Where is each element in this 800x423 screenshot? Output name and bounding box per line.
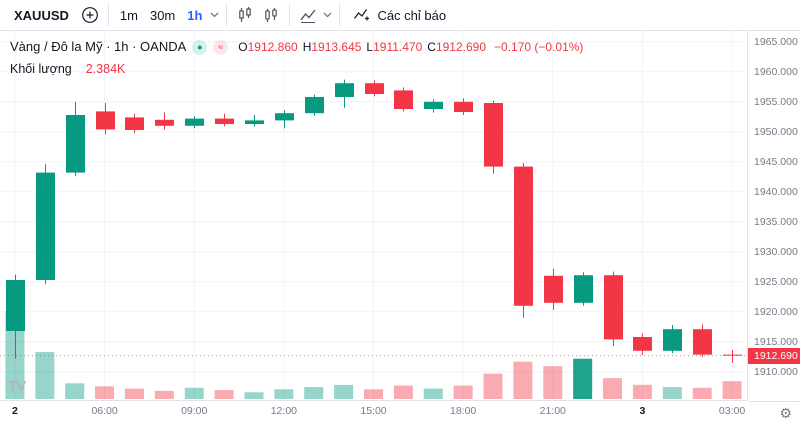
close-value: 1912.690: [435, 40, 487, 54]
price-axis-label: 1910.000: [754, 365, 798, 378]
price-axis-label: 1960.000: [754, 65, 798, 78]
high-label: H: [302, 40, 312, 54]
candlestick-chart[interactable]: [0, 31, 747, 400]
market-status-icon[interactable]: ●: [192, 39, 208, 55]
top-toolbar: XAUUSD 1m 30m 1h: [0, 0, 800, 31]
close-label: C: [427, 40, 436, 54]
chart-main: Vàng / Đô la Mỹ · 1h · OANDA ● ≈ O1912.8…: [0, 31, 800, 423]
volume-legend-row: Khối lượng 2.384K: [10, 59, 583, 79]
indicators-button[interactable]: Các chỉ báo: [345, 2, 454, 28]
last-price-tag: 1912.690: [748, 347, 800, 364]
price-axis-label: 1965.000: [754, 35, 798, 48]
open-value: 1912.860: [247, 40, 298, 54]
time-axis-label: 18:00: [449, 405, 477, 417]
interval-1m-button[interactable]: 1m: [119, 7, 138, 23]
price-axis[interactable]: 1912.690 1965.000 1960.000 1955.000 1950.00…: [747, 31, 800, 400]
tradingview-logo[interactable]: TV: [8, 378, 26, 395]
toolbar-divider: [339, 4, 341, 26]
high-value: 1913.645: [311, 40, 362, 54]
time-axis-label: 12:00: [270, 405, 297, 417]
indicators-icon: [353, 6, 371, 25]
volume-label[interactable]: Khối lượng: [10, 62, 72, 76]
volume-value: 2.384K: [85, 62, 126, 76]
price-change: −0.170 (−0.01%): [494, 40, 584, 54]
time-axis-label: 21:00: [539, 405, 566, 417]
price-axis-label: 1950.000: [754, 125, 798, 138]
toolbar-divider: [107, 4, 109, 26]
time-axis-label: 06:00: [91, 405, 118, 417]
symbol-legend-row: Vàng / Đô la Mỹ · 1h · OANDA ● ≈ O1912.8…: [10, 37, 583, 57]
interval-menu-chevron-down-icon[interactable]: [210, 12, 219, 18]
axis-settings-gear-icon[interactable]: ⚙: [779, 404, 792, 421]
interval-1h-button[interactable]: 1h: [187, 7, 203, 23]
price-axis-label: 1935.000: [754, 215, 798, 228]
price-axis-label: 1930.000: [754, 245, 798, 258]
toolbar-divider: [289, 4, 291, 26]
symbol-name[interactable]: XAUUSD: [14, 7, 69, 23]
toolbar-divider: [226, 4, 228, 26]
area-chart-style-icon[interactable]: [295, 2, 321, 28]
axis-corner: ⚙: [748, 401, 800, 423]
chart-legend: Vàng / Đô la Mỹ · 1h · OANDA ● ≈ O1912.8…: [10, 37, 583, 79]
low-label: L: [366, 40, 374, 54]
price-chart-pane[interactable]: [0, 31, 747, 400]
hollow-candles-style-icon[interactable]: [258, 2, 284, 28]
time-axis[interactable]: 2 06:00 09:00 12:00 15:00 18:00 21:00 3 03:00: [0, 400, 747, 423]
price-axis-label: 1940.000: [754, 185, 798, 198]
time-axis-label: 03:00: [718, 405, 746, 417]
chart-style-chevron-down-icon[interactable]: [323, 12, 332, 18]
compare-add-symbol-icon[interactable]: [77, 2, 103, 28]
low-value: 1911.470: [373, 40, 423, 54]
time-axis-label: 15:00: [360, 405, 387, 417]
price-axis-label: 1915.000: [754, 335, 798, 348]
indicators-label: Các chỉ báo: [377, 7, 447, 23]
price-axis-label: 1920.000: [754, 305, 798, 318]
price-axis-label: 1955.000: [754, 95, 798, 108]
time-axis-label: 09:00: [181, 405, 208, 417]
symbol-description[interactable]: Vàng / Đô la Mỹ · 1h · OANDA: [10, 39, 187, 54]
candlestick-style-icon[interactable]: [232, 2, 258, 28]
delayed-data-icon[interactable]: ≈: [213, 39, 229, 55]
open-label: O: [238, 40, 248, 54]
interval-30m-button[interactable]: 30m: [149, 7, 176, 23]
price-axis-label: 1925.000: [754, 275, 798, 288]
time-axis-label: 3: [639, 405, 646, 417]
time-axis-label: 2: [12, 405, 18, 417]
price-axis-label: 1945.000: [754, 155, 798, 168]
ohlc-values: O1912.860 H1913.645 L1911.470 C1912.690: [238, 37, 486, 57]
